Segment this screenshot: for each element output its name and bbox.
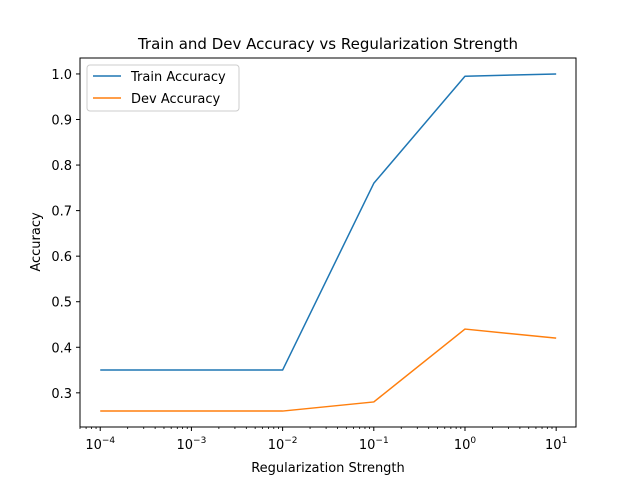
x-tick-label: 100 [454, 436, 477, 453]
y-tick-label: 0.6 [51, 250, 72, 265]
y-axis: 0.3 0.4 0.5 0.6 0.7 0.8 0.9 1.0 [51, 68, 80, 402]
x-tick-exponent: −3 [193, 436, 206, 446]
x-tick-base: 10 [454, 438, 471, 453]
x-tick-exponent: −2 [284, 436, 297, 446]
x-tick-base: 10 [177, 438, 194, 453]
y-tick-label: 0.7 [51, 205, 72, 220]
x-tick-exponent: 0 [470, 436, 476, 446]
x-tick-label: 101 [545, 436, 567, 453]
y-tick-label: 0.3 [51, 387, 72, 402]
x-tick-label: 10−4 [85, 436, 115, 453]
y-tick-label: 0.5 [51, 296, 72, 311]
x-tick-exponent: 1 [562, 436, 568, 446]
y-tick-label: 0.8 [51, 159, 72, 174]
series-line-0 [100, 73, 557, 371]
y-axis-label: Accuracy [29, 212, 44, 272]
series-line-1 [100, 328, 557, 412]
y-tick-label: 0.9 [51, 114, 72, 129]
x-tick-base: 10 [268, 438, 285, 453]
x-tick-label: 10−2 [268, 436, 298, 453]
legend-box [86, 64, 240, 112]
x-tick-base: 10 [85, 438, 102, 453]
x-tick-label: 10−3 [177, 436, 207, 453]
y-tick-label: 0.4 [51, 341, 72, 356]
plot-frame [79, 57, 577, 428]
x-tick-base: 10 [359, 438, 376, 453]
x-tick-exponent: −4 [102, 436, 116, 446]
x-axis-label: Regularization Strength [251, 461, 405, 476]
plot-area [80, 58, 576, 427]
x-tick-base: 10 [545, 438, 562, 453]
x-axis: 10−4 10−3 10−2 10−1 100 101 [79, 427, 567, 453]
chart-marks [100, 73, 557, 412]
y-tick-label: 1.0 [51, 68, 72, 83]
x-tick-exponent: −1 [375, 436, 388, 446]
legend-label: Dev Accuracy [131, 92, 220, 107]
legend: Train Accuracy Dev Accuracy [86, 64, 240, 112]
legend-label: Train Accuracy [130, 70, 226, 85]
chart-title: Train and Dev Accuracy vs Regularization… [137, 35, 518, 53]
x-tick-label: 10−1 [359, 436, 389, 453]
